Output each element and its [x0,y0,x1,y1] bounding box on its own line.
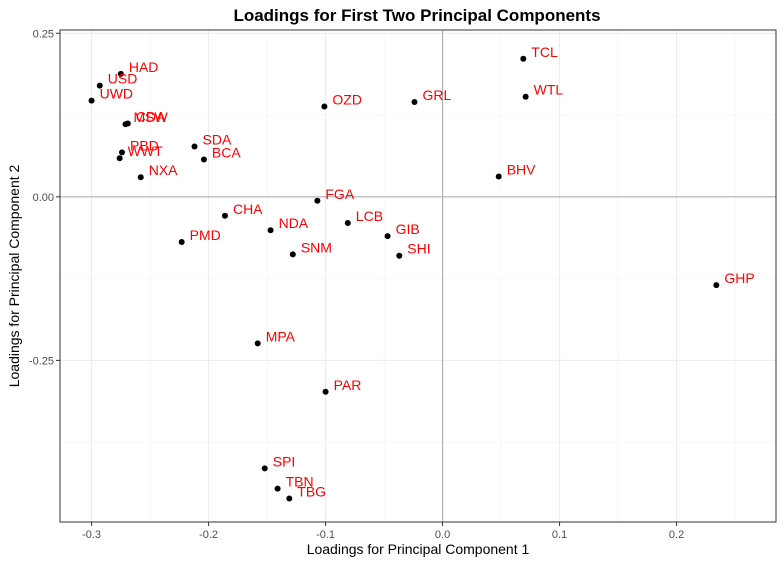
data-point-tbg [286,495,293,502]
y-axis-ticks: -0.25 0.00 0.25 [29,28,60,367]
data-point-grl [411,98,418,105]
x-axis-label: Loadings for Principal Component 1 [307,541,530,557]
y-axis-label: Loadings for Principal Component 2 [6,164,22,387]
point-label-spi: SPI [273,453,296,469]
data-point-uwd [88,97,95,104]
data-point-bca [200,156,207,163]
data-point-fga [314,197,321,204]
point-label-uwd: UWD [100,86,133,102]
point-label-pbd: PBD [130,137,159,153]
data-point-had [117,70,124,77]
point-label-usd: USD [108,71,138,87]
point-label-par: PAR [334,377,362,393]
x-tick-label: -0.1 [316,529,335,541]
data-point-pbd [119,149,126,156]
x-axis-ticks: -0.3 -0.2 -0.1 0.0 0.1 0.2 [82,522,684,541]
chart-title: Loadings for First Two Principal Compone… [233,6,600,25]
point-label-tbg: TBG [297,483,326,499]
data-point-pmd [178,238,185,245]
data-point-spi [261,465,268,472]
point-label-ozd: OZD [332,92,362,108]
reference-lines [60,30,776,522]
data-point-mpa [254,340,261,347]
point-label-gib: GIB [396,221,420,237]
data-point-wtl [522,93,529,100]
data-point-usd [96,82,103,89]
point-label-mpa: MPA [266,328,296,344]
point-label-bca: BCA [212,145,241,161]
point-label-shi: SHI [407,241,430,257]
point-label-had: HAD [129,59,159,75]
point-label-snm: SNM [301,239,332,255]
point-label-bhv: BHV [507,162,536,178]
plot-panel [60,30,776,522]
x-tick-label: -0.3 [82,529,101,541]
point-label-grl: GRL [422,87,451,103]
point-label-nxa: NXA [149,162,178,178]
x-tick-label: -0.2 [199,529,218,541]
data-point-ghp [713,282,720,289]
point-label-fga: FGA [325,186,354,202]
x-tick-label: 0.2 [669,529,684,541]
point-label-tbn: TBN [286,474,314,490]
plot-panel-border [59,29,777,523]
data-point-tcl [520,55,527,62]
data-point-bhv [495,173,502,180]
x-tick-label: 0.0 [435,529,450,541]
y-tick-label: 0.25 [33,28,54,40]
point-label-msw: MSW [134,109,169,125]
point-label-wtl: WTL [534,82,564,98]
point-label-cha: CHA [233,201,263,217]
data-point-shi [396,252,403,259]
point-label-wwt: WWT [128,143,163,159]
data-point-msw [122,121,129,128]
point-label-tcl: TCL [531,44,558,60]
data-point-snm [289,251,296,258]
point-label-lcb: LCB [356,208,383,224]
data-point-lcb [344,220,351,227]
data-point-cha [221,212,228,219]
data-point-nda [267,227,274,234]
point-label-sda: SDA [203,131,232,147]
data-point-tbn [274,485,281,492]
data-point-wwt [116,155,123,162]
x-tick-label: 0.1 [552,529,567,541]
point-label-pmd: PMD [190,227,221,243]
y-tick-label: 0.00 [33,192,54,204]
data-point-ozd [321,103,328,110]
data-point-nxa [137,174,144,181]
data-point-sda [191,143,198,150]
minor-gridlines [60,30,776,522]
point-label-ghp: GHP [724,270,754,286]
point-label-cda: CDA [136,109,166,125]
point-label-nda: NDA [279,215,309,231]
data-point-gib [384,233,391,240]
data-point-par [322,388,329,395]
points-layer [88,55,720,502]
y-tick-label: -0.25 [29,355,54,367]
